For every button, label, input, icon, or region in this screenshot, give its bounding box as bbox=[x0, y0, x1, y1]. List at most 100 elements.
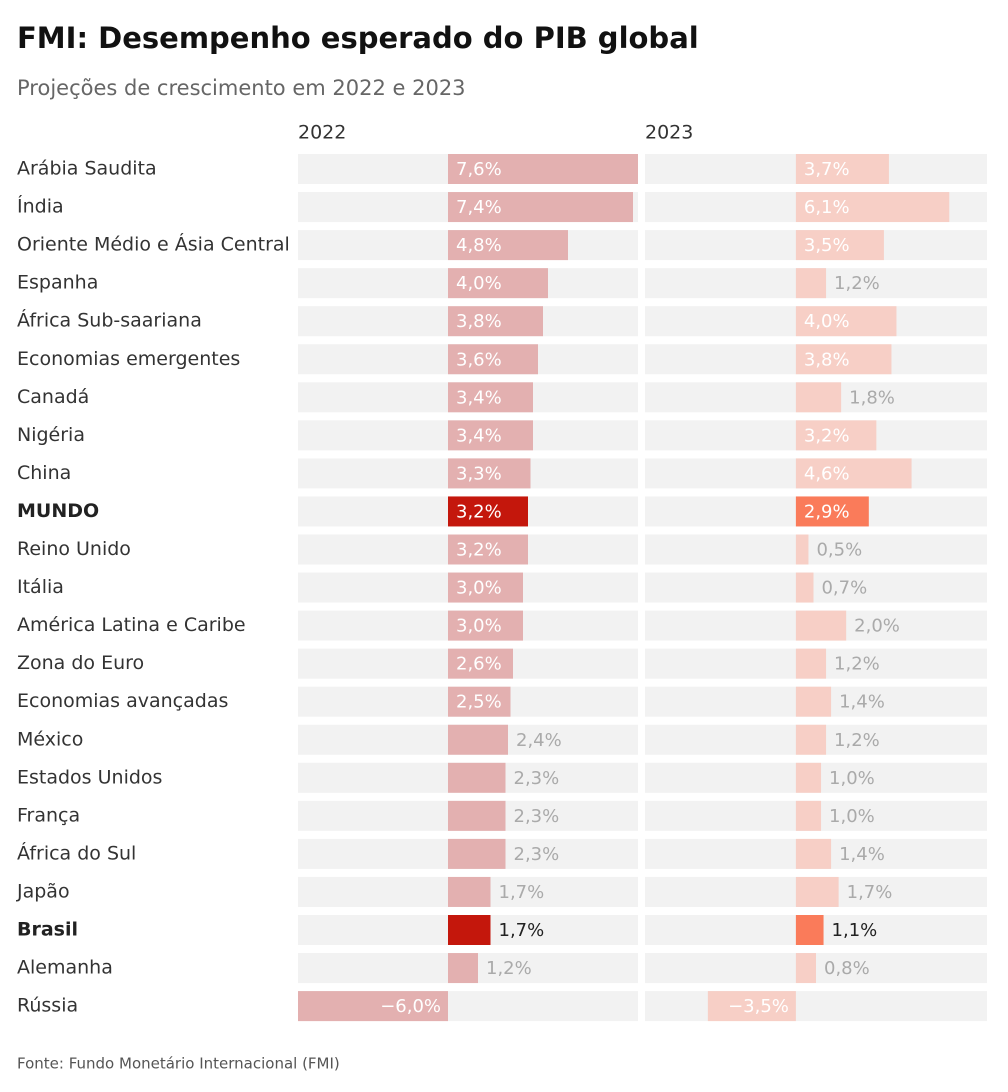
bar bbox=[448, 686, 511, 717]
bar bbox=[795, 496, 869, 527]
bar bbox=[795, 762, 822, 793]
bar bbox=[448, 306, 543, 337]
value-label: 3,0% bbox=[456, 578, 502, 599]
bar bbox=[795, 382, 842, 413]
bar bbox=[448, 876, 491, 907]
value-label: 3,6% bbox=[456, 349, 502, 370]
bar bbox=[795, 800, 822, 831]
value-label: 1,1% bbox=[832, 920, 878, 941]
bar bbox=[795, 724, 827, 755]
value-label: 1,2% bbox=[834, 730, 880, 751]
category-label: Economias emergentes bbox=[17, 348, 240, 370]
value-label: 3,4% bbox=[456, 387, 502, 408]
category-label: Espanha bbox=[17, 272, 98, 294]
value-label: 1,4% bbox=[839, 692, 885, 713]
row-background bbox=[645, 572, 987, 603]
bar bbox=[448, 230, 568, 261]
bar bbox=[448, 724, 508, 755]
bar bbox=[795, 876, 839, 907]
bar bbox=[448, 382, 533, 413]
bar bbox=[448, 458, 531, 489]
panel-header: 2022 bbox=[298, 122, 346, 144]
value-label: 1,7% bbox=[847, 882, 893, 903]
value-label: 3,2% bbox=[804, 425, 850, 446]
category-label: Japão bbox=[16, 880, 70, 902]
value-label: 1,7% bbox=[499, 882, 545, 903]
category-label: Oriente Médio e Ásia Central bbox=[17, 233, 290, 256]
bar bbox=[795, 268, 827, 299]
category-label: África Sub-saariana bbox=[17, 309, 202, 332]
value-label: −3,5% bbox=[728, 996, 789, 1017]
value-label: 4,0% bbox=[456, 273, 502, 294]
bar bbox=[448, 800, 506, 831]
category-label: Estados Unidos bbox=[17, 766, 162, 788]
value-label: 0,7% bbox=[821, 578, 867, 599]
value-label: 1,2% bbox=[834, 273, 880, 294]
row-background bbox=[645, 534, 987, 565]
category-label: Rússia bbox=[17, 995, 78, 1017]
bar bbox=[795, 154, 889, 184]
value-label: 2,6% bbox=[456, 654, 502, 675]
category-label: Nigéria bbox=[17, 424, 85, 446]
category-label: Reino Unido bbox=[17, 538, 131, 560]
value-label: 3,4% bbox=[456, 425, 502, 446]
bar bbox=[795, 534, 809, 565]
bar bbox=[448, 953, 478, 984]
bar bbox=[795, 230, 884, 261]
value-label: 7,4% bbox=[456, 197, 502, 218]
value-label: 2,0% bbox=[854, 616, 900, 637]
value-label: 3,0% bbox=[456, 616, 502, 637]
value-label: 2,3% bbox=[514, 806, 560, 827]
value-label: 3,2% bbox=[456, 501, 502, 522]
bar bbox=[448, 534, 528, 565]
chart-title: FMI: Desempenho esperado do PIB global bbox=[17, 21, 699, 55]
panel-header: 2023 bbox=[645, 122, 693, 144]
value-label: 3,5% bbox=[804, 235, 850, 256]
category-label: China bbox=[17, 462, 71, 484]
category-label: MUNDO bbox=[17, 500, 99, 522]
bar bbox=[448, 496, 528, 527]
value-label: 2,3% bbox=[514, 768, 560, 789]
bar bbox=[795, 686, 832, 717]
category-label: México bbox=[17, 728, 83, 750]
bar bbox=[795, 838, 832, 869]
bar bbox=[448, 344, 538, 375]
category-label: Itália bbox=[17, 576, 64, 598]
value-label: 3,7% bbox=[804, 159, 850, 180]
bar bbox=[448, 838, 506, 869]
category-label: Arábia Saudita bbox=[17, 158, 157, 180]
bar bbox=[795, 192, 950, 223]
value-label: 7,6% bbox=[456, 159, 502, 180]
bar bbox=[795, 915, 824, 945]
bar bbox=[707, 991, 796, 1022]
category-label: Alemanha bbox=[17, 957, 113, 979]
value-label: 4,6% bbox=[804, 463, 850, 484]
bar bbox=[795, 306, 897, 337]
value-label: 2,4% bbox=[516, 730, 562, 751]
value-label: 0,8% bbox=[824, 958, 870, 979]
value-label: 6,1% bbox=[804, 197, 850, 218]
value-label: 0,5% bbox=[816, 540, 862, 561]
value-label: −6,0% bbox=[380, 996, 441, 1017]
value-label: 3,3% bbox=[456, 463, 502, 484]
bar bbox=[795, 420, 877, 451]
bar bbox=[448, 648, 513, 679]
bar bbox=[448, 762, 506, 793]
value-label: 4,0% bbox=[804, 311, 850, 332]
bar bbox=[795, 572, 814, 603]
bar bbox=[448, 268, 548, 299]
category-label: Brasil bbox=[17, 919, 78, 941]
chart-subtitle: Projeções de crescimento em 2022 e 2023 bbox=[17, 76, 466, 100]
bar bbox=[448, 154, 638, 184]
value-label: 1,8% bbox=[849, 387, 895, 408]
bar bbox=[298, 991, 448, 1022]
value-label: 4,8% bbox=[456, 235, 502, 256]
value-label: 1,2% bbox=[834, 654, 880, 675]
row-background bbox=[645, 991, 987, 1022]
bar bbox=[448, 420, 533, 451]
category-label: América Latina e Caribe bbox=[17, 614, 246, 636]
bar bbox=[795, 610, 847, 641]
category-label: África do Sul bbox=[17, 841, 136, 864]
value-label: 3,8% bbox=[804, 349, 850, 370]
